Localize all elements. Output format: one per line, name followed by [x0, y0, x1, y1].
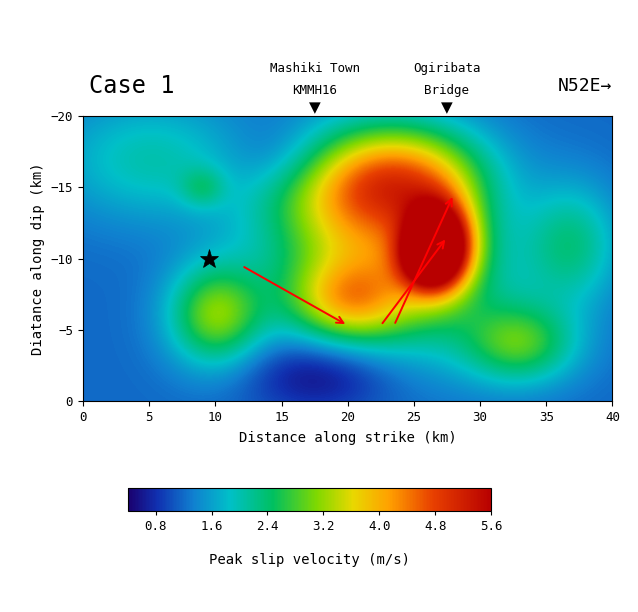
Text: Mashiki Town: Mashiki Town: [270, 62, 360, 75]
Text: Bridge: Bridge: [424, 84, 470, 97]
Text: Peak slip velocity (m/s): Peak slip velocity (m/s): [209, 553, 410, 567]
Text: Case 1: Case 1: [89, 73, 175, 98]
X-axis label: Distance along strike (km): Distance along strike (km): [239, 430, 457, 444]
Text: ▼: ▼: [309, 100, 320, 115]
Text: KMMH16: KMMH16: [292, 84, 337, 97]
Text: Ogiribata: Ogiribata: [413, 62, 481, 75]
Y-axis label: Diatance along dip (km): Diatance along dip (km): [31, 162, 45, 355]
Text: ▼: ▼: [441, 100, 453, 115]
Text: N52E→: N52E→: [558, 76, 612, 95]
